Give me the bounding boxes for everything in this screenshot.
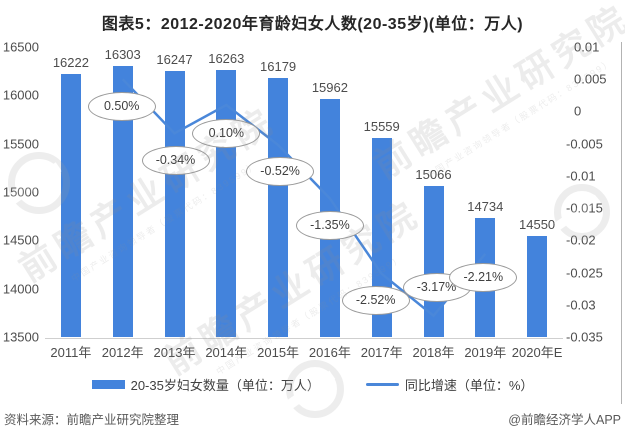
growth-rate-callout: -0.34% xyxy=(141,145,210,175)
data-source-text: 资料来源：前瞻产业研究院整理 xyxy=(4,413,180,427)
x-axis-line xyxy=(45,338,563,339)
bar-value-label: 16263 xyxy=(208,50,245,66)
growth-rate-callout: 0.10% xyxy=(192,118,261,148)
x-axis-category-label: 2014年 xyxy=(205,345,248,360)
left-axis-tick-label: 13500 xyxy=(2,329,39,345)
legend-item-line-series: 同比增速（单位：%） xyxy=(365,375,534,394)
legend: 20-35岁妇女数量（单位：万人） 同比增速（单位：%） xyxy=(0,375,625,394)
bar-value-label: 15559 xyxy=(363,118,400,134)
bar xyxy=(527,235,548,337)
bar-value-label: 16222 xyxy=(52,54,89,70)
x-axis-category-label: 2015年 xyxy=(257,345,300,360)
x-axis-category-label: 2012年 xyxy=(101,345,144,360)
watermark-text: 前瞻产业研究院 xyxy=(11,98,283,290)
bar xyxy=(60,73,81,337)
right-axis-tick-label: -0.035 xyxy=(566,329,603,345)
bar-value-label: 16303 xyxy=(104,47,141,63)
legend-label: 20-35岁妇女数量（单位：万人） xyxy=(130,378,320,393)
watermark: 前瞻产业研究院 中国产业咨询领导者（股票代码：839599） xyxy=(0,83,308,315)
right-axis-tick-label: -0.02 xyxy=(566,232,596,248)
right-axis-tick-label: -0.005 xyxy=(566,136,603,152)
left-axis-tick-label: 16000 xyxy=(2,87,39,103)
bar-value-label: 15066 xyxy=(415,166,452,182)
legend-label: 同比增速（单位：%） xyxy=(404,378,534,393)
left-axis-tick-label: 14500 xyxy=(2,232,39,248)
footer: 资料来源：前瞻产业研究院整理 @前瞻经济学人APP xyxy=(0,409,625,429)
right-y-axis: 0.01 0.005 0 -0.005 -0.01 -0.015 -0.02 -0.025 -0… xyxy=(566,0,624,440)
x-axis-category-label: 2017年 xyxy=(360,345,403,360)
x-axis-category-label: 2020年E xyxy=(511,345,563,360)
growth-rate-callout: -0.52% xyxy=(246,157,315,187)
bar-value-label: 16179 xyxy=(260,59,297,75)
left-axis-tick-label: 14000 xyxy=(2,281,39,297)
x-axis-category-label: 2016年 xyxy=(308,345,351,360)
left-axis-tick-label: 15500 xyxy=(2,136,39,152)
chart-right-border xyxy=(621,42,622,404)
right-axis-tick-label: -0.03 xyxy=(566,297,596,313)
bar xyxy=(164,71,185,337)
bar xyxy=(216,69,237,337)
bar-series-swatch-icon xyxy=(91,380,125,389)
right-axis-tick-label: 0 xyxy=(574,103,582,119)
bar-value-label: 14734 xyxy=(467,198,504,214)
right-axis-tick-label: 0.005 xyxy=(574,71,607,87)
bar-value-label: 16247 xyxy=(156,52,193,68)
line-series-swatch-icon xyxy=(365,383,399,386)
credit-text: @前瞻经济学人APP xyxy=(508,413,621,427)
x-axis-category-label: 2011年 xyxy=(50,345,92,360)
x-axis-category-label: 2018年 xyxy=(412,345,455,360)
growth-rate-callout: -2.52% xyxy=(341,286,410,316)
growth-rate-callout: -2.21% xyxy=(449,263,518,293)
left-axis-tick-label: 15000 xyxy=(2,184,39,200)
x-axis-category-label: 2013年 xyxy=(153,345,196,360)
right-axis-tick-label: -0.015 xyxy=(566,200,603,216)
growth-rate-callout: -1.35% xyxy=(295,210,364,240)
chart-title: 图表5：2012-2020年育龄妇女人数(20-35岁)(单位：万人) xyxy=(101,16,524,33)
left-y-axis: 16500 16000 15500 15000 14500 14000 13500 xyxy=(0,0,39,440)
growth-rate-callout: 0.50% xyxy=(87,91,156,121)
left-axis-tick-label: 16500 xyxy=(2,39,39,55)
bar xyxy=(268,78,289,337)
bar xyxy=(423,185,444,337)
legend-item-bar-series: 20-35岁妇女数量（单位：万人） xyxy=(91,375,320,394)
bar-value-label: 15962 xyxy=(311,80,348,95)
right-axis-tick-label: -0.01 xyxy=(566,168,596,184)
bar-value-label: 14550 xyxy=(519,216,556,232)
right-axis-tick-label: -0.025 xyxy=(566,265,603,281)
x-axis-category-label: 2019年 xyxy=(464,345,507,360)
right-axis-tick-label: 0.01 xyxy=(574,39,600,55)
